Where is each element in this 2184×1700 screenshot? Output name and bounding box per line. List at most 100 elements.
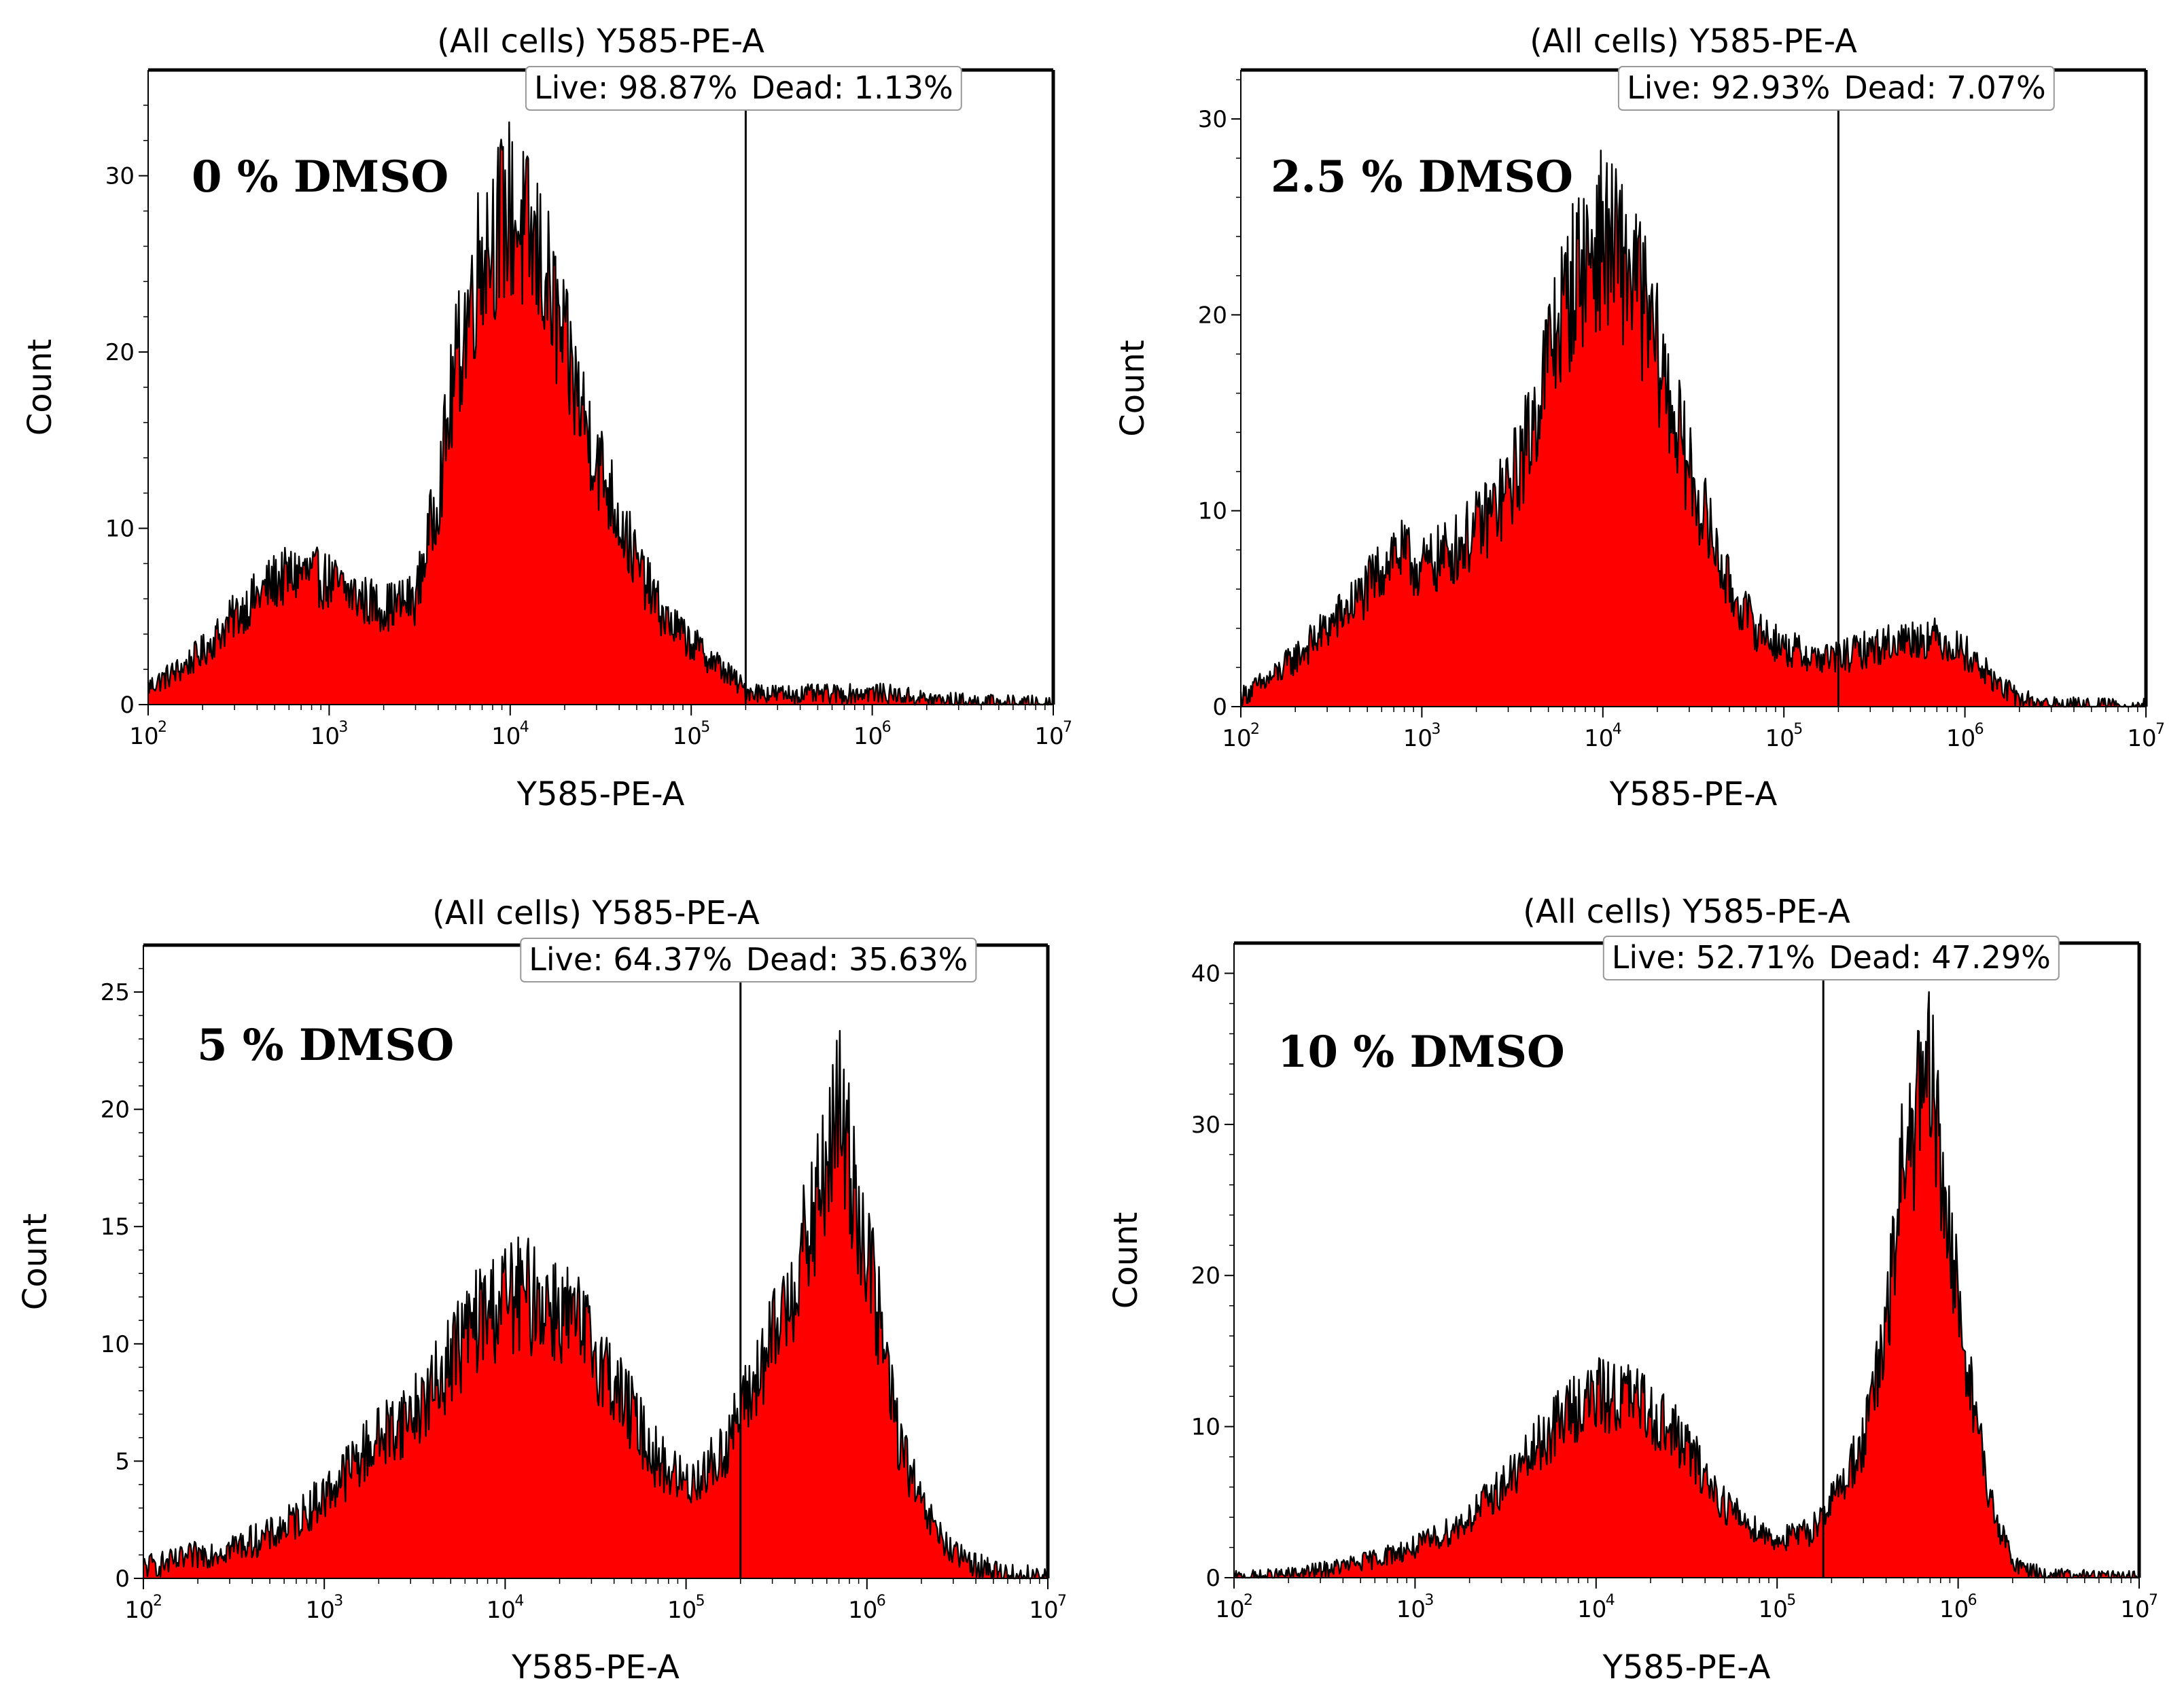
- gate-dead-label: Dead: 35.63%: [746, 941, 968, 978]
- x-tick-exponent: 7: [2155, 721, 2165, 738]
- x-tick-label: 10: [124, 1597, 154, 1624]
- histogram-fill: [1241, 150, 2146, 707]
- x-tick-label: 10: [1403, 725, 1432, 752]
- y-tick-label: 20: [1191, 1262, 1220, 1290]
- x-tick-label: 10: [1939, 1596, 1969, 1623]
- x-axis-label: Y585-PE-A: [511, 1648, 680, 1686]
- gate-live-label: Live: 52.71%: [1612, 939, 1815, 976]
- histogram-fill: [1234, 991, 2139, 1578]
- chart-title: (All cells) Y585-PE-A: [1530, 22, 1857, 60]
- x-tick-label: 10: [2127, 725, 2156, 752]
- gate-label-box: [525, 66, 962, 111]
- y-tick-label: 10: [101, 1331, 130, 1358]
- gate-label-box: [1617, 66, 2055, 111]
- condition-label: 10 % DMSO: [1278, 1027, 1565, 1078]
- histogram-outline: [1239, 149, 2146, 708]
- x-tick-label: 10: [848, 1597, 877, 1624]
- y-tick-label: 10: [1191, 1414, 1220, 1441]
- x-tick-exponent: 5: [696, 1593, 705, 1610]
- y-tick-label: 20: [1198, 302, 1227, 329]
- y-axis-label: Count: [1114, 340, 1152, 437]
- chart-title: (All cells) Y585-PE-A: [437, 22, 764, 60]
- x-tick-label: 10: [667, 1597, 697, 1624]
- y-tick-label: 30: [1198, 106, 1227, 133]
- y-tick-label: 5: [115, 1448, 130, 1475]
- x-tick-exponent: 7: [1057, 1593, 1067, 1610]
- gate-live-label: Live: 92.93%: [1627, 69, 1830, 106]
- condition-label: 2.5 % DMSO: [1271, 152, 1573, 202]
- histogram-fill: [148, 122, 1053, 705]
- x-tick-exponent: 5: [1786, 1592, 1796, 1609]
- y-tick-label: 20: [101, 1097, 130, 1124]
- histogram-outline: [147, 121, 1054, 706]
- x-axis-label: Y585-PE-A: [1602, 1648, 1771, 1686]
- x-tick-label: 10: [491, 723, 521, 750]
- chart-title: (All cells) Y585-PE-A: [1523, 893, 1850, 931]
- x-tick-label: 10: [487, 1597, 516, 1624]
- histogram-fill: [143, 1031, 1048, 1578]
- gate-live-label: Live: 64.37%: [529, 941, 732, 978]
- y-tick-label: 15: [101, 1214, 130, 1241]
- x-tick-exponent: 3: [338, 719, 348, 736]
- x-tick-exponent: 3: [1431, 721, 1441, 738]
- condition-label: 0 % DMSO: [192, 152, 448, 202]
- gate-label-box: [520, 938, 977, 982]
- x-tick-exponent: 4: [514, 1593, 524, 1610]
- x-tick-label: 10: [673, 723, 702, 750]
- x-tick-label: 10: [1034, 723, 1063, 750]
- y-tick-label: 0: [1205, 1565, 1220, 1592]
- y-tick-label: 30: [105, 163, 135, 190]
- y-tick-label: 0: [120, 692, 135, 719]
- x-tick-label: 10: [311, 723, 340, 750]
- x-axis-label: Y585-PE-A: [1609, 775, 1778, 813]
- y-tick-label: 20: [105, 339, 135, 366]
- x-tick-exponent: 4: [1613, 721, 1622, 738]
- gate-dead-label: Dead: 7.07%: [1844, 69, 2045, 106]
- x-tick-label: 10: [1759, 1596, 1788, 1623]
- x-tick-exponent: 6: [877, 1593, 886, 1610]
- x-tick-label: 10: [1396, 1596, 1426, 1623]
- histogram-outline: [1233, 991, 2139, 1579]
- y-tick-label: 25: [101, 979, 130, 1006]
- x-axis-label: Y585-PE-A: [516, 775, 685, 813]
- x-tick-exponent: 5: [1793, 721, 1803, 738]
- x-tick-exponent: 3: [334, 1593, 343, 1610]
- x-tick-label: 10: [2120, 1596, 2149, 1623]
- x-tick-exponent: 2: [153, 1593, 162, 1610]
- x-tick-exponent: 6: [1968, 1592, 1977, 1609]
- chart-title: (All cells) Y585-PE-A: [432, 894, 760, 932]
- x-tick-exponent: 7: [1063, 719, 1072, 736]
- x-tick-exponent: 2: [1244, 1592, 1253, 1609]
- x-tick-label: 10: [1029, 1597, 1058, 1624]
- histogram-outline: [143, 1029, 1048, 1580]
- y-tick-label: 10: [1198, 498, 1227, 525]
- x-tick-exponent: 5: [701, 719, 710, 736]
- gate-dead-label: Dead: 1.13%: [751, 69, 953, 106]
- y-axis-label: Count: [21, 339, 59, 436]
- x-tick-label: 10: [1577, 1596, 1606, 1623]
- x-tick-label: 10: [1222, 725, 1251, 752]
- x-tick-label: 10: [129, 723, 158, 750]
- condition-label: 5 % DMSO: [197, 1020, 454, 1071]
- x-tick-exponent: 2: [1250, 721, 1260, 738]
- x-tick-exponent: 6: [1975, 721, 1984, 738]
- x-tick-label: 10: [1215, 1596, 1244, 1623]
- x-tick-label: 10: [1584, 725, 1613, 752]
- x-tick-exponent: 6: [882, 719, 892, 736]
- y-tick-label: 0: [115, 1565, 130, 1593]
- gate-label-box: [1602, 936, 2060, 980]
- x-tick-label: 10: [1946, 725, 1975, 752]
- gate-live-label: Live: 98.87%: [534, 69, 737, 106]
- gate-dead-label: Dead: 47.29%: [1829, 939, 2051, 976]
- y-tick-label: 0: [1212, 694, 1227, 721]
- x-tick-label: 10: [1765, 725, 1795, 752]
- x-tick-exponent: 2: [158, 719, 167, 736]
- x-tick-exponent: 4: [520, 719, 529, 736]
- x-tick-label: 10: [306, 1597, 335, 1624]
- y-tick-label: 40: [1191, 960, 1220, 987]
- x-tick-exponent: 7: [2149, 1592, 2158, 1609]
- x-tick-exponent: 3: [1424, 1592, 1434, 1609]
- y-axis-label: Count: [16, 1214, 54, 1311]
- x-tick-label: 10: [853, 723, 883, 750]
